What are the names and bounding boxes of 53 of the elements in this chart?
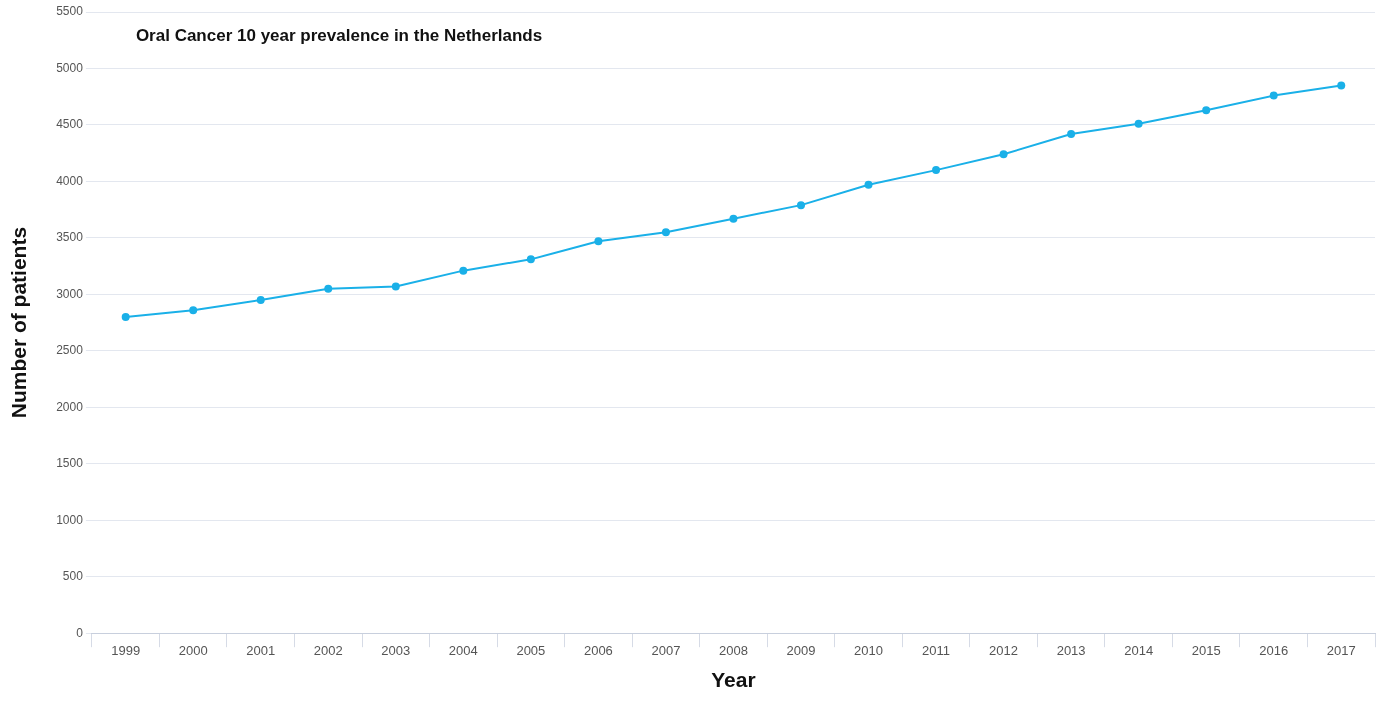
point <box>459 266 468 275</box>
x-tick-label: 2013 <box>1056 642 1086 658</box>
x-tick-label: 2003 <box>381 642 411 658</box>
y-tick-label: 5500 <box>56 4 84 19</box>
point <box>932 166 941 175</box>
point <box>594 237 603 246</box>
x-tick-label: 2006 <box>583 642 613 658</box>
x-tick-label: 2000 <box>178 642 208 658</box>
y-tick-label: 0 <box>76 625 84 640</box>
x-tick-label: 2008 <box>718 642 748 658</box>
x-tick-label: 2011 <box>922 642 951 658</box>
y-tick-label: 1000 <box>56 512 84 527</box>
x-tick-label: 2005 <box>516 642 546 658</box>
point <box>391 282 400 291</box>
x-tick-label: 2007 <box>651 642 681 658</box>
point <box>999 150 1008 159</box>
point <box>324 284 333 293</box>
point <box>796 201 805 210</box>
point <box>1067 129 1076 138</box>
x-tick-label: 2010 <box>854 642 883 658</box>
y-tick-label: 500 <box>62 569 84 584</box>
y-tick-label: 5000 <box>56 60 84 75</box>
x-tick-label: 2001 <box>246 642 276 658</box>
point <box>729 214 738 223</box>
y-tick-label: 3500 <box>56 230 84 245</box>
x-tick-label: 2016 <box>1259 642 1289 658</box>
x-axis-title: Year <box>711 668 756 692</box>
y-tick-label: 4000 <box>56 173 84 188</box>
x-tick-label: 2002 <box>313 642 343 658</box>
y-tick-label: 3000 <box>56 286 84 301</box>
point <box>526 255 535 264</box>
x-tick-label: 2015 <box>1191 642 1221 658</box>
y-tick-label: 1500 <box>56 456 84 471</box>
point <box>661 228 670 237</box>
point <box>1337 81 1346 90</box>
x-tick-label: 2014 <box>1124 642 1154 658</box>
point <box>1269 91 1278 100</box>
x-tick-label: 2012 <box>989 642 1019 658</box>
y-tick-label: 4500 <box>56 117 84 132</box>
y-tick-label: 2500 <box>56 343 84 358</box>
text: Oral Cancer 10 year prevalence in the Netherlands <box>135 25 543 45</box>
point <box>1134 119 1143 128</box>
point <box>1202 106 1211 115</box>
y-tick-label: 2000 <box>56 399 84 414</box>
x-tick-label: 1999 <box>111 642 141 658</box>
x-tick-label: 2017 <box>1326 642 1356 658</box>
point <box>121 312 130 321</box>
point <box>256 296 265 305</box>
point <box>864 180 873 189</box>
x-tick-label: 2004 <box>448 642 478 658</box>
x-tick-label: 2009 <box>786 642 816 658</box>
point <box>189 306 198 315</box>
y-axis-title: Number of patients <box>7 226 31 419</box>
